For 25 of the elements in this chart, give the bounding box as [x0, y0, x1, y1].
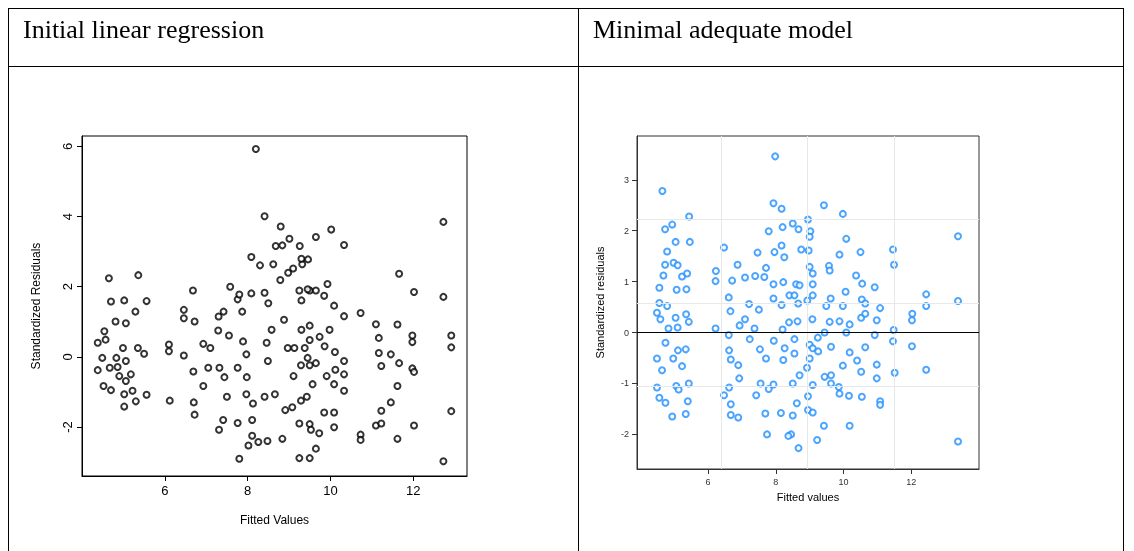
x-tick-label: 10 [323, 483, 338, 498]
x-tick-label: 6 [161, 483, 169, 498]
y-tick-label: -1 [620, 378, 629, 389]
x-tick-label: 6 [705, 476, 711, 487]
y-tick-label: 0 [623, 327, 629, 338]
y-tick-label: -2 [60, 421, 75, 433]
y-tick-label: 2 [623, 225, 629, 236]
y-tick-label: 4 [60, 213, 75, 221]
x-tick-label: 12 [405, 483, 421, 498]
x-axis-title: Fitted values [776, 490, 840, 503]
y-tick-label: 1 [623, 276, 629, 287]
y-axis-title: Standardized residuals [593, 246, 606, 359]
chart-title: Initial linear regression [23, 15, 265, 44]
chart-title: Minimal adequate model [593, 15, 853, 44]
y-tick-label: 3 [623, 174, 629, 185]
x-tick-label: 12 [906, 476, 917, 487]
y-tick-label: 6 [60, 142, 75, 151]
y-tick-label: 2 [60, 283, 75, 291]
x-tick-label: 8 [773, 476, 779, 487]
y-tick-label: -2 [620, 429, 629, 440]
x-axis-title: Fitted Values [239, 513, 310, 527]
x-tick-label: 8 [243, 483, 252, 498]
y-tick-label: 0 [60, 353, 75, 361]
x-tick-label: 10 [838, 476, 849, 487]
y-axis-title: Standardized Residuals [29, 242, 43, 370]
